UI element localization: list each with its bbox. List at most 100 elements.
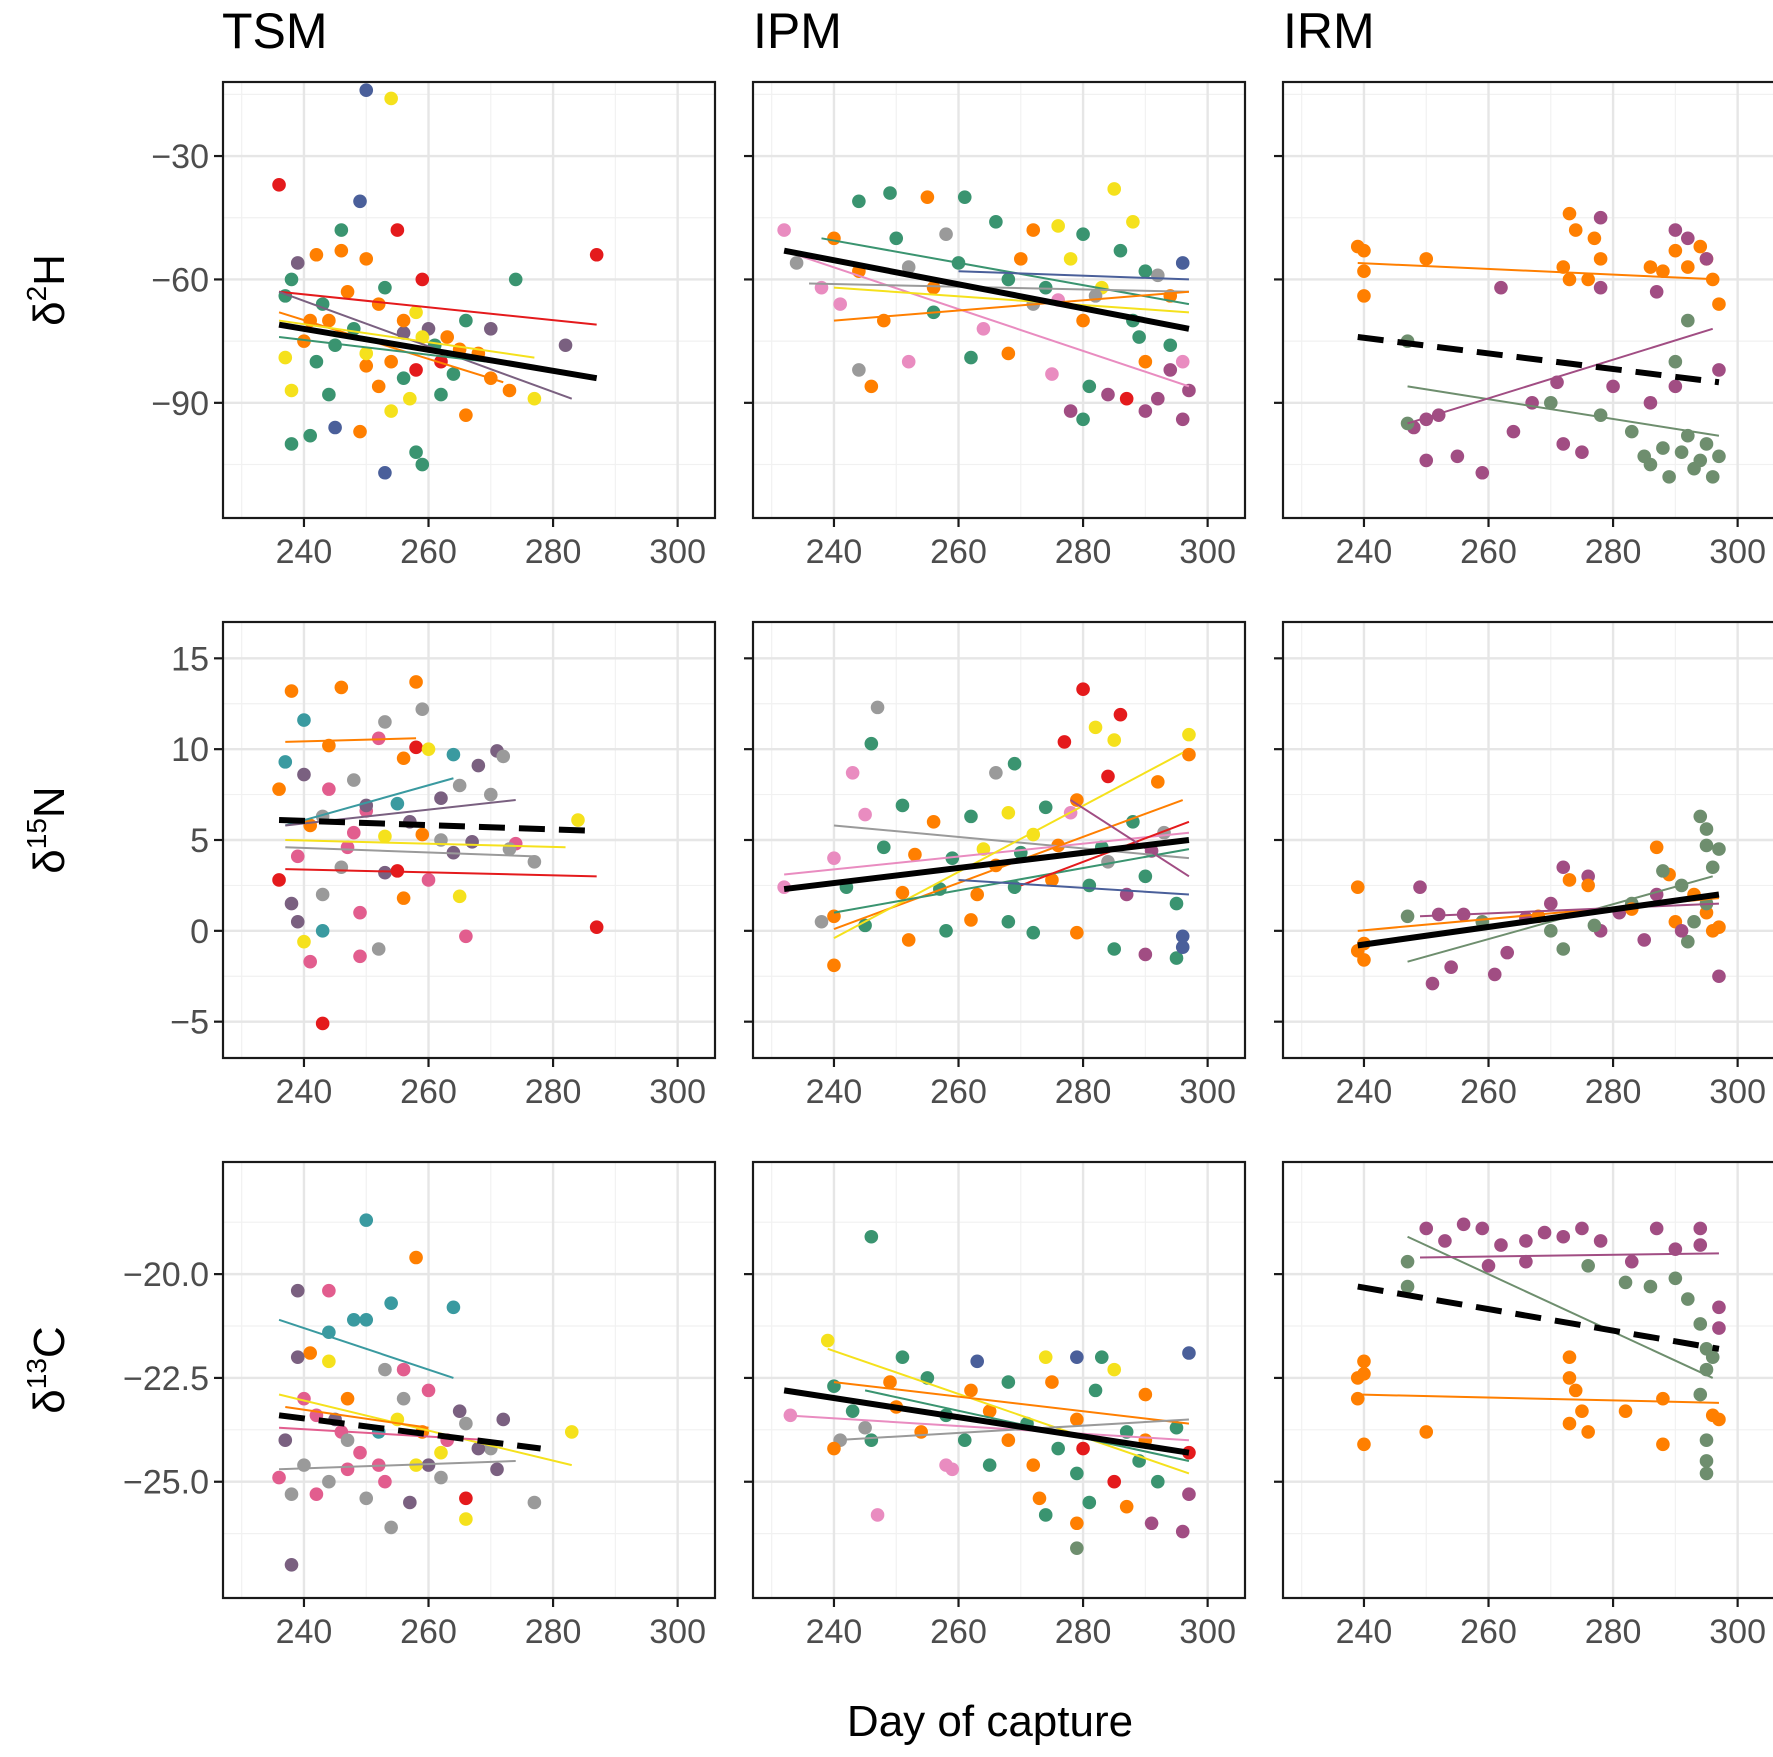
data-point [527,1495,542,1510]
data-point [1107,1474,1122,1489]
data-point [1026,223,1041,237]
data-point [883,186,897,200]
data-point [415,272,430,287]
data-point [1101,387,1115,402]
x-tick-label: 280 [1055,533,1112,571]
data-point [409,675,423,689]
data-point [1562,272,1577,287]
data-point [434,1445,448,1460]
plot-area [272,83,604,480]
data-point [901,354,916,369]
data-point [858,918,872,933]
row-title-d13c-element: C [25,1326,74,1358]
data-point [502,842,517,856]
data-point [396,371,411,385]
y-tick-label: 15 [171,640,209,678]
x-tick-label: 280 [1585,533,1642,571]
data-point [1070,1541,1084,1555]
data-point [272,178,286,192]
data-point [284,684,299,698]
data-point [895,1350,910,1364]
data-point [1126,815,1140,829]
data-point [1681,934,1695,949]
data-point [396,1362,411,1377]
data-point [1169,896,1184,911]
data-point [322,313,336,328]
panel-border [751,80,1247,520]
data-point [340,1433,355,1448]
data-point [483,321,498,336]
data-point [1107,942,1122,956]
data-point [1693,809,1708,824]
x-tick-label: 280 [1055,1073,1112,1111]
data-point [1094,1350,1109,1364]
data-point [1151,391,1165,406]
panel-border [221,80,717,520]
data-point [1038,1508,1053,1522]
data-point [1400,909,1415,924]
data-point [359,359,374,373]
data-point [589,920,604,934]
data-point [1705,860,1720,875]
data-point [508,272,523,287]
data-point [378,1362,392,1377]
data-point [284,1557,299,1572]
data-point [1425,976,1440,991]
data-point [1593,408,1608,422]
data-point [1712,363,1726,377]
data-point [322,738,336,753]
group-fit-line [278,319,535,359]
data-point [396,891,411,905]
data-point [340,284,355,299]
data-point [284,1487,299,1501]
panel-tsm-δ13c: −20.0 −22.5 −25.0 240 260 280 300 [123,1160,717,1651]
data-point [359,1312,374,1327]
data-point [446,747,461,762]
data-point [1456,1217,1471,1232]
data-point [359,1213,374,1227]
x-tick-label: 300 [1709,1073,1766,1111]
data-point [1175,940,1190,954]
data-point [876,840,891,855]
data-point [459,408,473,422]
data-point [982,1458,997,1472]
group-fit-line [278,1393,572,1467]
data-point [1175,412,1190,427]
data-point [1593,280,1608,295]
data-point [346,825,361,840]
group-fit-line [278,290,597,326]
x-tick-label: 300 [1709,1613,1766,1651]
group-fit-line [784,831,1190,876]
overall-fit-line [278,1412,541,1452]
overall-fit-line [1357,334,1720,386]
x-tick-label: 280 [1585,1613,1642,1651]
data-point [1494,1238,1508,1252]
group-fit-line [278,290,573,400]
data-point [1593,210,1608,225]
panel-border [1281,1160,1773,1600]
data-point [459,313,473,328]
data-point [1568,1383,1583,1398]
data-point [409,1250,423,1265]
row-title-d13c-sup: 13 [21,1358,52,1389]
data-point [827,958,841,973]
data-point [1070,1516,1084,1531]
data-point [1581,878,1595,893]
data-point [845,1404,860,1418]
data-point [434,791,448,806]
column-title-irm: IRM [1283,3,1375,59]
group-fit-line [285,839,566,849]
data-point [1419,252,1434,266]
data-point [1107,182,1122,196]
data-point [864,1433,879,1448]
data-point [403,1495,417,1510]
data-point [353,194,367,209]
data-point [459,1491,473,1506]
data-point [1705,470,1720,484]
plot-area [1350,206,1726,484]
plot-area [272,1213,579,1572]
x-tick-label: 300 [649,1613,706,1651]
data-point [502,383,517,398]
row-title-d2h-base: δ [25,301,74,326]
data-point [827,1441,841,1456]
